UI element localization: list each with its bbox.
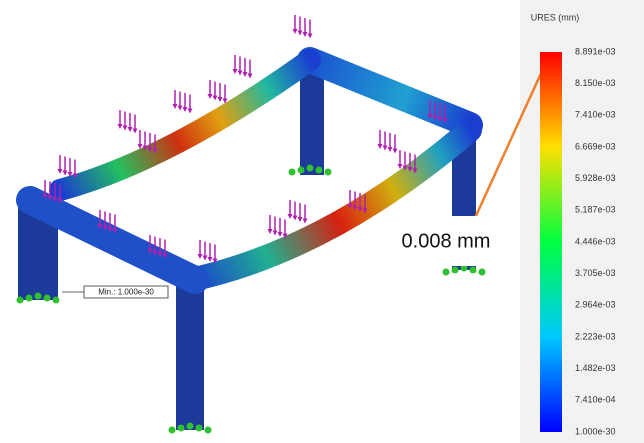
fixtures bbox=[17, 165, 486, 434]
fixture-marker bbox=[325, 169, 332, 176]
load-arrowhead bbox=[218, 97, 223, 102]
load-arrowhead bbox=[208, 94, 213, 99]
load-arrowhead bbox=[198, 254, 203, 259]
load-arrowhead bbox=[213, 96, 218, 101]
load-arrowhead bbox=[118, 124, 123, 129]
load-arrowhead bbox=[378, 144, 383, 149]
load-arrowhead bbox=[123, 126, 128, 131]
load-arrowhead bbox=[63, 171, 68, 176]
load-arrowhead bbox=[133, 129, 138, 134]
fixture-marker bbox=[205, 427, 212, 434]
max-callout: 0.008 mm bbox=[402, 230, 491, 252]
legend-tick-label: 5.928e-03 bbox=[575, 173, 616, 183]
legend-tick-label: 1.482e-03 bbox=[575, 363, 616, 373]
legend-tick-label: 7.410e-04 bbox=[575, 395, 616, 405]
fixture-marker bbox=[289, 169, 296, 176]
fixture-marker bbox=[452, 267, 459, 274]
fixture-marker bbox=[35, 293, 42, 300]
beam bbox=[310, 60, 470, 125]
fixture-marker bbox=[44, 295, 51, 302]
load-arrowhead bbox=[298, 31, 303, 36]
fixture-marker bbox=[470, 267, 477, 274]
load-arrowhead bbox=[273, 231, 278, 236]
fixture-marker bbox=[316, 167, 323, 174]
load-arrowhead bbox=[288, 214, 293, 219]
legend-tick-label: 2.223e-03 bbox=[575, 331, 616, 341]
fixture-marker bbox=[53, 297, 60, 304]
load-arrowhead bbox=[303, 32, 308, 37]
load-arrowhead bbox=[248, 74, 253, 79]
legend-tick-label: 8.150e-03 bbox=[575, 78, 616, 88]
legend-tick-label: 6.669e-03 bbox=[575, 141, 616, 151]
load-arrowhead bbox=[58, 169, 63, 174]
fixture-marker bbox=[479, 269, 486, 276]
load-arrowhead bbox=[303, 219, 308, 224]
load-arrowhead bbox=[268, 229, 273, 234]
load-arrowhead bbox=[233, 69, 238, 74]
legend-tick-label: 2.964e-03 bbox=[575, 300, 616, 310]
beam bbox=[60, 60, 310, 190]
load-arrowhead bbox=[293, 29, 298, 34]
fixture-marker bbox=[26, 295, 33, 302]
fixture-marker bbox=[196, 425, 203, 432]
leg bbox=[176, 282, 204, 430]
fixture-marker bbox=[169, 427, 176, 434]
load-arrowhead bbox=[173, 104, 178, 109]
legend-tick-label: 3.705e-03 bbox=[575, 268, 616, 278]
load-arrowhead bbox=[208, 257, 213, 262]
load-arrowhead bbox=[188, 109, 193, 114]
legend-tick-label: 5.187e-03 bbox=[575, 205, 616, 215]
load-arrowhead bbox=[128, 127, 133, 132]
fixture-marker bbox=[307, 165, 314, 172]
legend-tick-label: 4.446e-03 bbox=[575, 236, 616, 246]
legend-scale bbox=[540, 52, 562, 432]
load-arrowhead bbox=[308, 34, 313, 39]
min-label: Min.: 1.000e-30 bbox=[98, 288, 154, 297]
legend-title: URES (mm) bbox=[531, 12, 580, 22]
fixture-marker bbox=[178, 425, 185, 432]
fixture-marker bbox=[17, 297, 24, 304]
load-arrowhead bbox=[278, 232, 283, 237]
legend-tick-label: 1.000e-30 bbox=[575, 426, 616, 436]
fixture-marker bbox=[187, 423, 194, 430]
load-arrowhead bbox=[388, 147, 393, 152]
legend-tick-label: 7.410e-03 bbox=[575, 110, 616, 120]
load-arrowhead bbox=[393, 149, 398, 154]
page: Min.: 1.000e-30 0.008 mm URES (mm) 8.891… bbox=[0, 0, 644, 443]
load-arrowhead bbox=[398, 164, 403, 169]
load-arrowhead bbox=[178, 106, 183, 111]
legend-panel bbox=[520, 0, 644, 443]
load-arrowhead bbox=[243, 72, 248, 77]
load-arrowhead bbox=[383, 146, 388, 151]
legend-tick-label: 8.891e-03 bbox=[575, 46, 616, 56]
load-arrowhead bbox=[183, 107, 188, 112]
load-arrowhead bbox=[298, 217, 303, 222]
fixture-marker bbox=[298, 167, 305, 174]
fea-result-view: Min.: 1.000e-30 0.008 mm URES (mm) 8.891… bbox=[0, 0, 644, 443]
load-arrowhead bbox=[293, 216, 298, 221]
fixture-marker bbox=[443, 269, 450, 276]
load-arrowhead bbox=[238, 71, 243, 76]
load-arrowhead bbox=[203, 256, 208, 261]
